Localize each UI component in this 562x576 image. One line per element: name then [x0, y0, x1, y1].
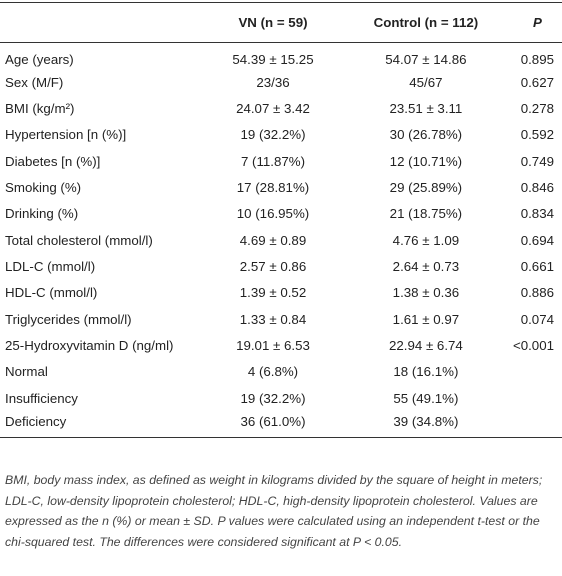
header-cell: Control (n = 112) — [373, 15, 479, 30]
header-cell: P — [533, 15, 542, 30]
table-cell: 18 (16.1%) — [393, 364, 459, 380]
table-row: Deficiency 36 (61.0%) 39 (34.8%) — [0, 411, 562, 438]
table-cell: 0.278 — [520, 100, 554, 116]
table-cell: 0.749 — [520, 153, 554, 169]
data-table: VN (n = 59) Control (n = 112) P Age (years… — [0, 2, 562, 438]
table-cell: 1.33 ± 0.84 — [239, 311, 307, 327]
row-label: Triglycerides (mmol/l) — [5, 311, 132, 327]
table-cell: 1.39 ± 0.52 — [239, 285, 307, 301]
table-cell: 24.07 ± 3.42 — [236, 100, 310, 116]
row-label: BMI (kg/m²) — [5, 100, 75, 116]
table-cell: 0.895 — [520, 52, 554, 68]
row-label: Deficiency — [5, 413, 67, 429]
table-cell: 29 (25.89%) — [389, 179, 463, 195]
table-cell: 0.846 — [520, 179, 554, 195]
table-cell: 2.57 ± 0.86 — [239, 258, 307, 274]
table-row: Insufficiency 19 (32.2%) 55 (49.1%) — [0, 385, 562, 411]
table-cell — [513, 411, 562, 437]
table-row: BMI (kg/m²) 24.07 ± 3.42 23.51 ± 3.11 0.278 — [0, 95, 562, 121]
row-label: Total cholesterol (mmol/l) — [5, 232, 153, 248]
table-cell: 19 (32.2%) — [240, 127, 306, 143]
row-label: LDL-C (mmol/l) — [5, 258, 96, 274]
row-label: Hypertension [n (%)] — [5, 127, 127, 143]
table-cell: 30 (26.78%) — [389, 127, 463, 143]
table-row: Sex (M/F) 23/36 45/67 0.627 — [0, 69, 562, 95]
table-cell: <0.001 — [512, 337, 554, 353]
table-cell: 0.592 — [520, 127, 554, 143]
table-row: 25-Hydroxyvitamin D (ng/ml) 19.01 ± 6.53 2… — [0, 332, 562, 358]
table-cell — [513, 359, 562, 385]
table-row: Normal 4 (6.8%) 18 (16.1%) — [0, 359, 562, 385]
table-cell: 4 (6.8%) — [247, 364, 299, 380]
row-label: Diabetes [n (%)] — [5, 153, 101, 169]
row-label: Drinking (%) — [5, 206, 79, 222]
header-cell: VN (n = 59) — [238, 15, 308, 30]
header-cell — [0, 3, 207, 43]
table-cell: 54.39 ± 15.25 — [232, 52, 314, 68]
table-cell: 0.661 — [520, 258, 554, 274]
row-label: Smoking (%) — [5, 179, 82, 195]
table-cell: 45/67 — [409, 74, 443, 90]
table-cell: 0.834 — [520, 206, 554, 222]
footnote: BMI, body mass index, as defined as weig… — [5, 473, 543, 549]
table-cell: 4.69 ± 0.89 — [239, 232, 307, 248]
row-label: Insufficiency — [5, 390, 78, 406]
table-cell: 54.07 ± 14.86 — [385, 52, 467, 68]
table-header: VN (n = 59) Control (n = 112) P — [0, 2, 562, 43]
table-cell: 39 (34.8%) — [393, 413, 459, 429]
table-cell: 55 (49.1%) — [393, 390, 459, 406]
table-cell: 10 (16.95%) — [236, 206, 310, 222]
table-row: Total cholesterol (mmol/l) 4.69 ± 0.89 4.7… — [0, 227, 562, 253]
table-row: Hypertension [n (%)] 19 (32.2%) 30 (26.78%… — [0, 122, 562, 148]
table-cell: 12 (10.71%) — [389, 153, 463, 169]
table-cell: 22.94 ± 6.74 — [388, 337, 463, 353]
table-row: Age (years) 54.39 ± 15.25 54.07 ± 14.86 0.8… — [0, 43, 562, 69]
row-label: 25-Hydroxyvitamin D (ng/ml) — [5, 337, 174, 353]
table-cell: 1.38 ± 0.36 — [392, 285, 460, 301]
table-cell: 0.886 — [520, 285, 554, 301]
table-cell: 1.61 ± 0.97 — [392, 311, 460, 327]
table-cell: 23.51 ± 3.11 — [389, 100, 463, 116]
table-cell: 17 (28.81%) — [236, 179, 310, 195]
row-label: HDL-C (mmol/l) — [5, 285, 98, 301]
table-cell: 7 (11.87%) — [240, 153, 306, 169]
table-cell: 19.01 ± 6.53 — [236, 337, 310, 353]
table-cell: 4.76 ± 1.09 — [392, 232, 460, 248]
table-cell: 23/36 — [256, 74, 290, 90]
row-label: Normal — [5, 364, 48, 380]
table-cell: 0.694 — [520, 232, 554, 248]
header-row: VN (n = 59) Control (n = 112) P — [0, 2, 562, 43]
row-label: Age (years) — [5, 52, 74, 68]
table-cell: 19 (32.2%) — [240, 390, 306, 406]
table-row: Drinking (%) 10 (16.95%) 21 (18.75%) 0.834 — [0, 201, 562, 227]
table-row: Smoking (%) 17 (28.81%) 29 (25.89%) 0.846 — [0, 174, 562, 200]
table-cell: 36 (61.0%) — [240, 413, 306, 429]
table-row: LDL-C (mmol/l) 2.57 ± 0.86 2.64 ± 0.73 0.66… — [0, 253, 562, 279]
row-label: Sex (M/F) — [5, 74, 64, 90]
table-row: HDL-C (mmol/l) 1.39 ± 0.52 1.38 ± 0.36 0.88… — [0, 280, 562, 306]
table-cell — [513, 385, 562, 411]
table-body: Age (years) 54.39 ± 15.25 54.07 ± 14.86 0.8… — [0, 43, 562, 438]
table-cell: 21 (18.75%) — [389, 206, 463, 222]
table-cell: 0.074 — [520, 311, 554, 327]
table-row: Diabetes [n (%)] 7 (11.87%) 12 (10.71%) 0.7… — [0, 148, 562, 174]
table-cell: 2.64 ± 0.73 — [392, 258, 460, 274]
table-cell: 0.627 — [520, 74, 554, 90]
table-row: Triglycerides (mmol/l) 1.33 ± 0.84 1.61 ± … — [0, 306, 562, 332]
